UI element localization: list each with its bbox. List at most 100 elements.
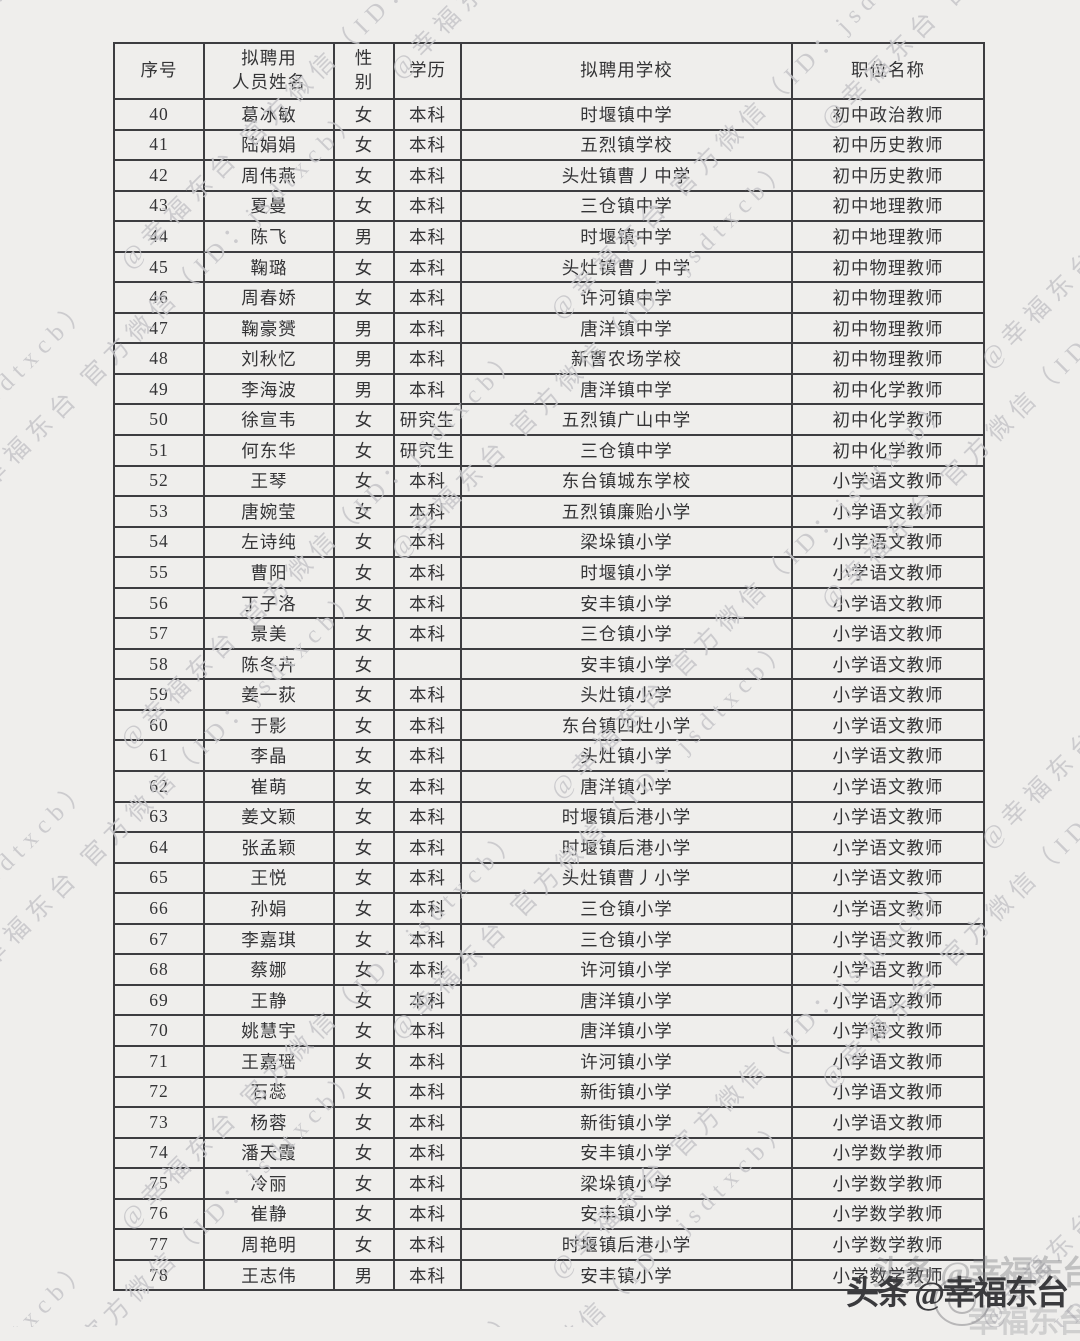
table-row: 59 姜一荻 女 本科 头灶镇小学 小学语文教师 (113, 678, 985, 711)
cell-gender: 女 (333, 281, 395, 314)
column-header-serial-number: 序号 (113, 42, 205, 100)
cell-position: 小学语文教师 (791, 922, 985, 956)
cell-education: 本科 (393, 1014, 462, 1047)
cell-serial-number: 64 (113, 831, 205, 864)
cell-serial-number: 44 (113, 220, 205, 253)
table-row: 66 孙娟 女 本科 三仓镇小学 小学语文教师 (113, 892, 985, 925)
column-header-candidate-name: 拟聘用 人员姓名 (203, 42, 335, 100)
cell-position: 初中地理教师 (791, 220, 985, 253)
cell-serial-number: 51 (113, 434, 205, 467)
cell-school: 三仓镇小学 (460, 892, 793, 925)
cell-serial-number: 70 (113, 1014, 205, 1047)
cell-school: 安丰镇小学 (460, 1136, 793, 1170)
table-row: 58 陈冬卉 女 安丰镇小学 小学语文教师 (113, 647, 985, 681)
cell-serial-number: 65 (113, 861, 205, 895)
cell-gender: 女 (333, 1014, 395, 1047)
cell-school: 梁垛镇小学 (460, 525, 793, 559)
cell-school: 许河镇小学 (460, 953, 793, 986)
cell-serial-number: 60 (113, 708, 205, 742)
cell-serial-number: 75 (113, 1167, 205, 1200)
cell-education: 研究生 (393, 434, 462, 467)
table-header-row: 序号 拟聘用 人员姓名 性 别 学历 拟聘用学校 职位名称 (113, 42, 985, 100)
table-row: 49 李海波 男 本科 唐洋镇中学 初中化学教师 (113, 372, 985, 406)
cell-position: 小学语文教师 (791, 831, 985, 864)
cell-candidate-name: 王琴 (203, 464, 335, 498)
cell-serial-number: 50 (113, 403, 205, 437)
cell-gender: 女 (333, 495, 395, 528)
cell-education: 本科 (393, 922, 462, 956)
cell-candidate-name: 夏曼 (203, 189, 335, 223)
cell-school: 头灶镇曹丿中学 (460, 250, 793, 284)
cell-serial-number: 54 (113, 525, 205, 559)
cell-school: 唐洋镇小学 (460, 983, 793, 1017)
cell-candidate-name: 丁子洛 (203, 586, 335, 620)
cell-gender: 女 (333, 770, 395, 803)
cell-school: 新街镇小学 (460, 1106, 793, 1139)
table-row: 46 周春娇 女 本科 许河镇中学 初中物理教师 (113, 281, 985, 314)
cell-education: 本科 (393, 617, 462, 650)
cell-serial-number: 58 (113, 647, 205, 681)
cell-education: 本科 (393, 1044, 462, 1078)
table-row: 73 杨蓉 女 本科 新街镇小学 小学语文教师 (113, 1106, 985, 1139)
cell-position: 小学语文教师 (791, 556, 985, 589)
table-row: 45 鞠璐 女 本科 头灶镇曹丿中学 初中物理教师 (113, 250, 985, 284)
cell-serial-number: 57 (113, 617, 205, 650)
table-row: 50 徐宣韦 女 研究生 五烈镇广山中学 初中化学教师 (113, 403, 985, 437)
cell-candidate-name: 徐宣韦 (203, 403, 335, 437)
cell-school: 时堰镇后港小学 (460, 831, 793, 864)
cell-candidate-name: 李嘉琪 (203, 922, 335, 956)
cell-candidate-name: 葛冰敏 (203, 98, 335, 131)
cell-education: 本科 (393, 739, 462, 773)
table-row: 72 石蕊 女 本科 新街镇小学 小学语文教师 (113, 1075, 985, 1109)
cell-candidate-name: 陆娟娟 (203, 128, 335, 162)
cell-education: 本科 (393, 708, 462, 742)
table-row: 54 左诗纯 女 本科 梁垛镇小学 小学语文教师 (113, 525, 985, 559)
cell-school: 头灶镇小学 (460, 739, 793, 773)
cell-serial-number: 76 (113, 1197, 205, 1231)
column-header-position: 职位名称 (791, 42, 985, 100)
cell-candidate-name: 左诗纯 (203, 525, 335, 559)
cell-candidate-name: 姜文颖 (203, 800, 335, 834)
table-row: 60 于影 女 本科 东台镇四灶小学 小学语文教师 (113, 708, 985, 742)
cell-position: 小学语文教师 (791, 525, 985, 559)
cell-education: 研究生 (393, 403, 462, 437)
cell-gender: 女 (333, 678, 395, 711)
cell-gender: 女 (333, 1106, 395, 1139)
cell-gender: 男 (333, 311, 395, 345)
cell-position: 小学语文教师 (791, 464, 985, 498)
cell-position: 小学数学教师 (791, 1228, 985, 1261)
cell-education: 本科 (393, 800, 462, 834)
table-row: 57 景美 女 本科 三仓镇小学 小学语文教师 (113, 617, 985, 650)
cell-gender: 女 (333, 708, 395, 742)
cell-school: 唐洋镇小学 (460, 770, 793, 803)
cell-position: 小学语文教师 (791, 800, 985, 834)
cell-candidate-name: 王静 (203, 983, 335, 1017)
cell-position: 小学语文教师 (791, 953, 985, 986)
cell-serial-number: 49 (113, 372, 205, 406)
cell-education: 本科 (393, 128, 462, 162)
cell-school: 安丰镇小学 (460, 1258, 793, 1292)
table-row: 42 周伟燕 女 本科 头灶镇曹丿中学 初中历史教师 (113, 159, 985, 192)
cell-gender: 女 (333, 556, 395, 589)
cell-serial-number: 43 (113, 189, 205, 223)
cell-position: 小学语文教师 (791, 1106, 985, 1139)
cell-school: 安丰镇小学 (460, 647, 793, 681)
cell-position: 小学数学教师 (791, 1197, 985, 1231)
cell-school: 新街镇小学 (460, 1075, 793, 1109)
cell-position: 初中物理教师 (791, 281, 985, 314)
cell-school: 东台镇城东学校 (460, 464, 793, 498)
cell-position: 小学语文教师 (791, 586, 985, 620)
cell-serial-number: 40 (113, 98, 205, 131)
cell-education: 本科 (393, 220, 462, 253)
table-row: 61 李晶 女 本科 头灶镇小学 小学语文教师 (113, 739, 985, 773)
cell-candidate-name: 张孟颖 (203, 831, 335, 864)
cell-position: 小学语文教师 (791, 1044, 985, 1078)
cell-candidate-name: 冷丽 (203, 1167, 335, 1200)
cell-education: 本科 (393, 892, 462, 925)
cell-position: 小学语文教师 (791, 861, 985, 895)
cell-serial-number: 72 (113, 1075, 205, 1109)
cell-school: 唐洋镇中学 (460, 311, 793, 345)
cell-education: 本科 (393, 861, 462, 895)
table-row: 64 张孟颖 女 本科 时堰镇后港小学 小学语文教师 (113, 831, 985, 864)
cell-gender: 女 (333, 464, 395, 498)
